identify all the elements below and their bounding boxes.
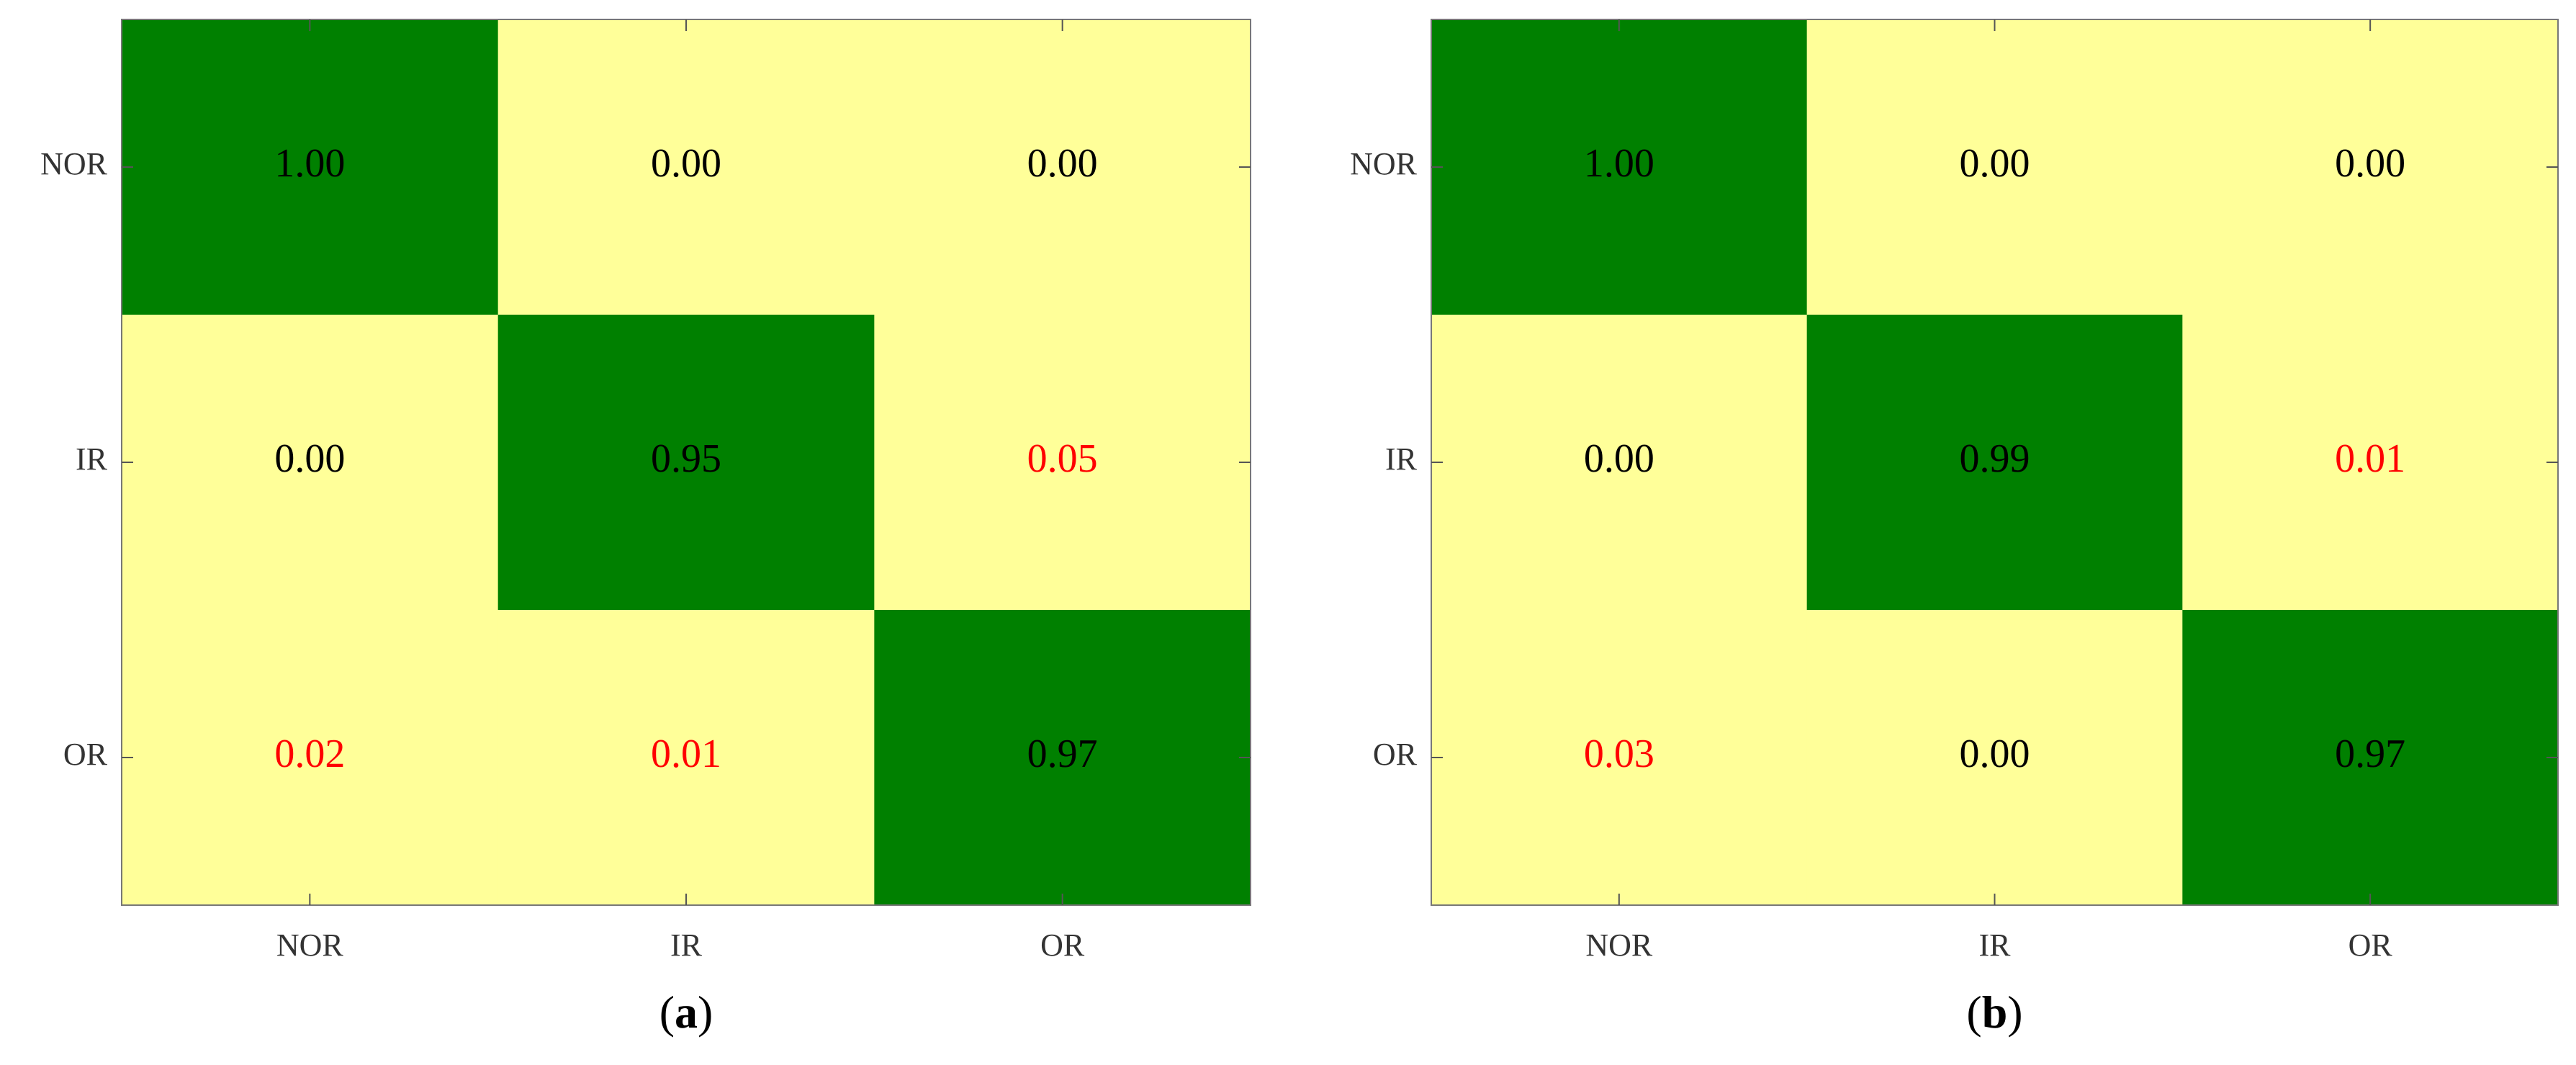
heatmap-cell — [2182, 19, 2559, 315]
cell-label: 0.03 — [1584, 732, 1654, 776]
heatmap-cell — [497, 610, 875, 906]
y-tick-label: IR — [76, 441, 108, 477]
cell-label: 0.97 — [2335, 732, 2405, 776]
cell-label: 0.00 — [1960, 141, 2030, 186]
panel-caption: (b) — [1966, 987, 2022, 1038]
cell-label: 0.05 — [1027, 436, 1098, 481]
x-tick-label: NOR — [276, 927, 344, 963]
heatmap-cell — [1806, 610, 2183, 906]
x-tick-label: OR — [2348, 927, 2393, 963]
heatmap-cell — [1431, 315, 1808, 611]
cell-label: 0.95 — [651, 436, 721, 481]
heatmap-cell — [122, 610, 499, 906]
y-tick-label: IR — [1385, 441, 1418, 477]
heatmap-cell — [122, 19, 499, 315]
heatmap-cell — [497, 315, 875, 611]
heatmap-cell — [1431, 610, 1808, 906]
heatmap-cell — [2182, 315, 2559, 611]
heatmap-cell — [874, 315, 1251, 611]
cell-label: 0.00 — [274, 436, 345, 481]
heatmap-cell — [874, 19, 1251, 315]
cell-label: 0.01 — [2335, 436, 2405, 481]
x-tick-label: IR — [670, 927, 703, 963]
cell-label: 1.00 — [1584, 141, 1654, 186]
cell-label: 0.00 — [2335, 141, 2405, 186]
cell-label: 0.99 — [1960, 436, 2030, 481]
heatmap-cell — [1806, 19, 2183, 315]
caption-part: ) — [698, 987, 713, 1038]
x-tick-label: OR — [1040, 927, 1085, 963]
heatmap-cell — [497, 19, 875, 315]
caption-part: ( — [659, 987, 675, 1038]
cell-label: 0.01 — [651, 732, 721, 776]
cell-label: 0.02 — [274, 732, 345, 776]
heatmap-cell — [122, 315, 499, 611]
y-tick-label: OR — [63, 737, 108, 772]
cell-label: 0.97 — [1027, 732, 1098, 776]
cell-label: 0.00 — [1960, 732, 2030, 776]
caption-part: ( — [1966, 987, 1981, 1038]
heatmap-panel: 1.00 0.00 0.00 0.00 0.99 0.01 0.03 0.00 0.97 NOR I… — [1350, 19, 2559, 1038]
cell-label: 0.00 — [651, 141, 721, 186]
x-tick-label: NOR — [1585, 927, 1653, 963]
heatmap-cell — [1806, 315, 2183, 611]
cell-label: 0.00 — [1027, 141, 1098, 186]
caption-part: b — [1982, 987, 2008, 1038]
caption-part: a — [675, 987, 698, 1038]
caption-part: ) — [2007, 987, 2022, 1038]
cell-label: 1.00 — [274, 141, 345, 186]
heatmap-panel: 1.00 0.00 0.00 0.00 0.95 0.05 0.02 0.01 0.97 NOR I… — [40, 19, 1251, 1038]
cell-label: 0.00 — [1584, 436, 1654, 481]
y-tick-label: NOR — [40, 146, 108, 181]
y-tick-label: NOR — [1350, 146, 1418, 181]
heatmap-cell — [1431, 19, 1808, 315]
x-tick-label: IR — [1979, 927, 2012, 963]
heatmap-cell — [874, 610, 1251, 906]
panel-caption: (a) — [659, 987, 713, 1038]
y-tick-label: OR — [1373, 737, 1418, 772]
heatmap-cell — [2182, 610, 2559, 906]
